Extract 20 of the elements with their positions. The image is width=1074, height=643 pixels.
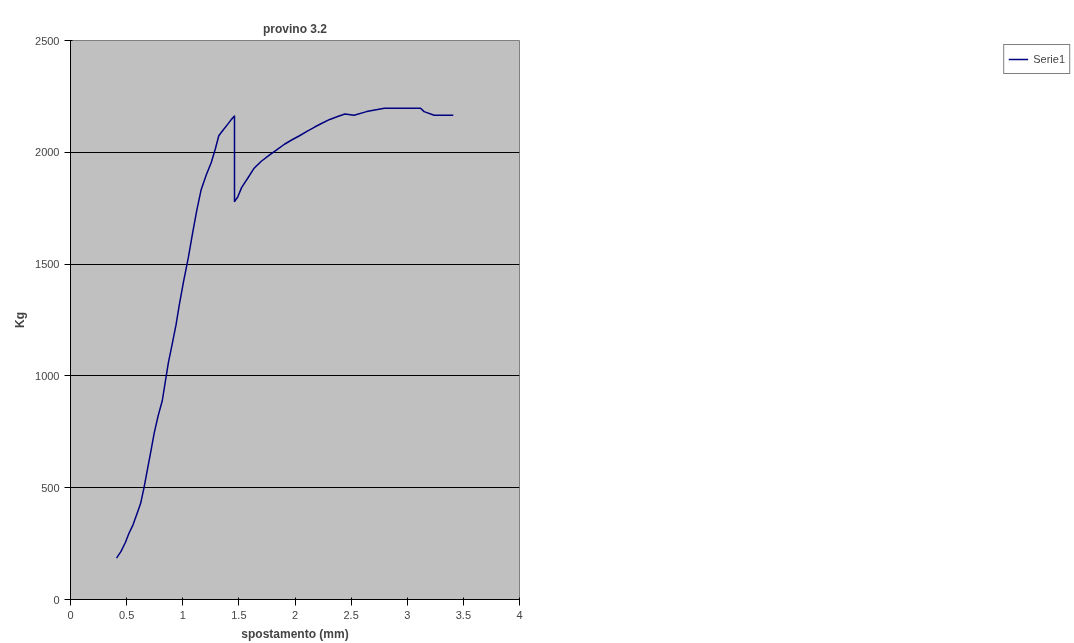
line-series [115, 107, 455, 559]
x-tick-label: 3.5 [455, 608, 472, 621]
x-tick-label: 0 [67, 608, 74, 621]
x-tick-label: 0.5 [118, 608, 135, 621]
x-tick-label: 3 [404, 608, 411, 621]
y-tick-label: 2500 [35, 34, 60, 47]
x-axis-title: spostamento (mm) [241, 626, 349, 641]
y-tick-label: 500 [41, 481, 60, 494]
x-tick-label: 2.5 [343, 608, 359, 621]
x-tick-label: 1 [179, 608, 186, 621]
x-tick-label: 1.5 [231, 608, 247, 621]
y-axis-title: Kg [13, 312, 28, 328]
y-tick-label: 2000 [35, 146, 60, 159]
x-tick-label: 2 [291, 608, 299, 621]
y-tick-label: 0 [53, 593, 60, 606]
y-tick-label: 1000 [35, 369, 60, 382]
x-tick-label: 4 [516, 608, 523, 621]
legend-label: Serie1 [1033, 53, 1065, 65]
chart-title: provino 3.2 [262, 21, 328, 36]
y-tick-label: 1500 [35, 258, 60, 271]
